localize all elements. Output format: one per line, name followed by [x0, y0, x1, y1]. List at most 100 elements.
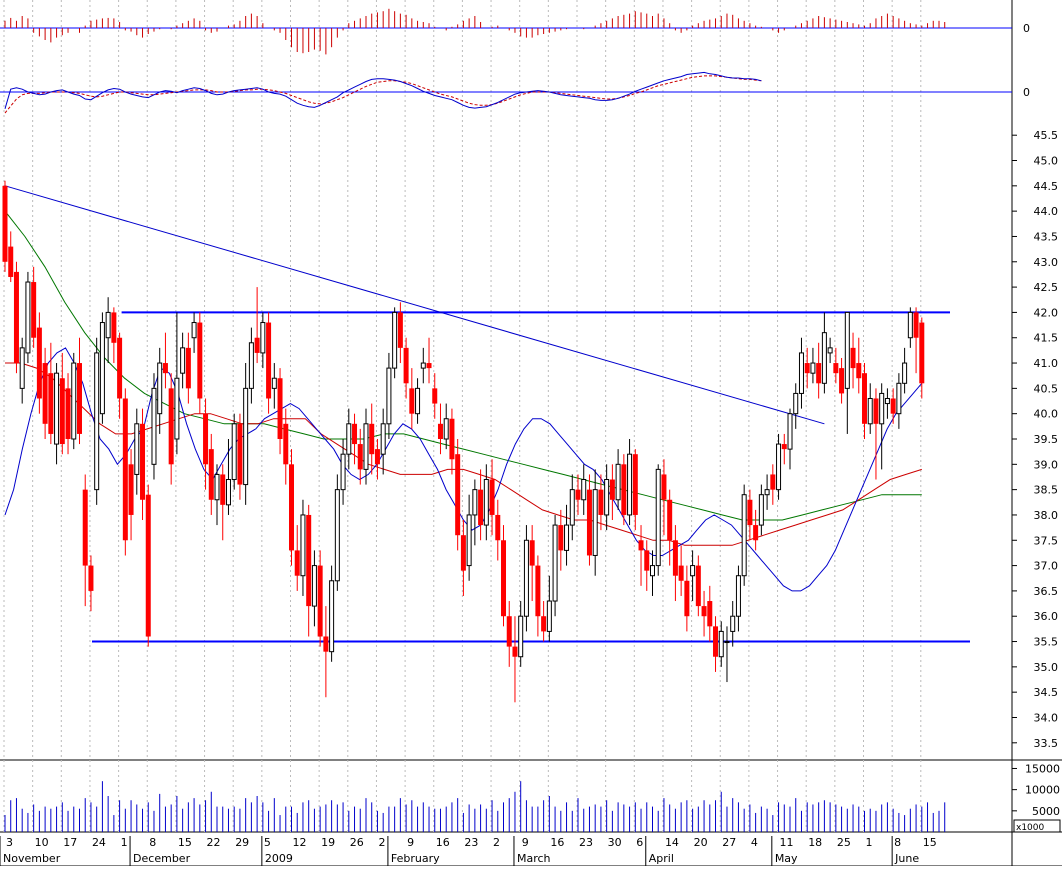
- candle-body: [472, 489, 478, 516]
- candle: [460, 520, 466, 596]
- candle: [644, 540, 650, 591]
- candle-body: [758, 494, 764, 526]
- candle-body: [254, 337, 260, 353]
- candle-body: [518, 615, 524, 658]
- candle: [907, 307, 913, 348]
- x-tick-label: 25: [837, 836, 851, 849]
- candle-body: [913, 312, 919, 338]
- candle-body: [168, 388, 174, 465]
- candle: [260, 312, 266, 369]
- candle-body: [403, 347, 409, 384]
- y-tick-label: 42.0: [1034, 306, 1059, 319]
- candle: [569, 474, 575, 541]
- y-tick-label: 44.5: [1034, 180, 1059, 193]
- candle: [151, 373, 157, 480]
- x-tick-label: 16: [436, 836, 450, 849]
- candle: [816, 342, 822, 399]
- candle: [54, 363, 60, 465]
- candle: [913, 307, 919, 374]
- candle-body: [134, 423, 140, 475]
- month-label: June: [894, 852, 919, 865]
- candle-body: [776, 443, 782, 491]
- x-tick-label: 15: [178, 836, 192, 849]
- y-tick-label: 38.5: [1034, 484, 1059, 497]
- candle: [174, 312, 180, 455]
- candle: [546, 575, 552, 642]
- candle-body: [902, 362, 908, 384]
- y-tick-label: 45.0: [1034, 155, 1059, 168]
- candle: [478, 469, 484, 541]
- candle: [638, 525, 644, 586]
- candle-body: [426, 363, 432, 369]
- candle-body: [764, 489, 770, 496]
- x-tick-label: 17: [63, 836, 77, 849]
- candle-body: [701, 606, 707, 617]
- candle: [873, 388, 879, 480]
- candle: [8, 231, 14, 283]
- candle: [380, 408, 386, 475]
- candle-body: [94, 352, 100, 491]
- candle: [518, 601, 524, 667]
- candle-body: [495, 514, 501, 541]
- candle: [575, 474, 581, 515]
- candle-body: [117, 337, 123, 399]
- candle-body: [506, 616, 512, 647]
- candle-body: [724, 641, 730, 644]
- x-tick-label: 20: [694, 836, 708, 849]
- candle: [810, 347, 816, 384]
- x-tick-label: 24: [92, 836, 106, 849]
- candle-body: [260, 322, 266, 354]
- candle-body: [649, 565, 655, 577]
- candle: [604, 464, 610, 531]
- candle-body: [214, 473, 220, 501]
- candle-body: [25, 281, 31, 354]
- candle-body: [420, 362, 426, 369]
- candle: [231, 413, 237, 490]
- candle: [300, 499, 306, 596]
- candle-body: [386, 367, 392, 425]
- y-tick-label: 37.0: [1034, 560, 1059, 573]
- x-tick-label: 2: [493, 836, 500, 849]
- candle-body: [266, 322, 272, 399]
- x-tick-label: 3: [6, 836, 13, 849]
- candle: [615, 449, 621, 510]
- candle-body: [185, 347, 191, 389]
- candle: [535, 555, 541, 637]
- candle-body: [197, 322, 203, 399]
- candle-body: [466, 514, 472, 567]
- candle-body: [409, 388, 415, 414]
- candle: [821, 312, 827, 394]
- candle: [208, 433, 214, 515]
- candle: [667, 489, 673, 566]
- candle: [145, 484, 151, 647]
- candle-body: [76, 363, 82, 434]
- candle-body: [644, 550, 650, 571]
- candle-body: [879, 392, 885, 425]
- candle: [426, 337, 432, 384]
- candle-body: [122, 398, 128, 541]
- y-tick-label: 40.5: [1034, 382, 1059, 395]
- candle: [374, 439, 380, 480]
- sma-mid-line: [5, 362, 922, 546]
- candle: [329, 565, 335, 662]
- candle-body: [36, 327, 42, 399]
- candle-body: [558, 525, 564, 551]
- candle-body: [896, 382, 902, 415]
- candle-body: [753, 525, 759, 541]
- x-tick-label: 18: [808, 836, 822, 849]
- candle: [770, 464, 776, 505]
- candle: [415, 378, 421, 424]
- candle: [157, 347, 163, 434]
- candle-body: [277, 378, 283, 439]
- x-tick-label: 5: [264, 836, 271, 849]
- candle-body: [661, 474, 667, 500]
- x-tick-label: 9: [522, 836, 529, 849]
- candle-body: [374, 449, 380, 465]
- candle: [65, 373, 71, 455]
- candle-body: [541, 616, 547, 632]
- candle: [71, 352, 77, 450]
- candle-body: [483, 479, 489, 526]
- candle-body: [586, 489, 592, 556]
- candle: [82, 474, 88, 607]
- candle-body: [638, 540, 644, 551]
